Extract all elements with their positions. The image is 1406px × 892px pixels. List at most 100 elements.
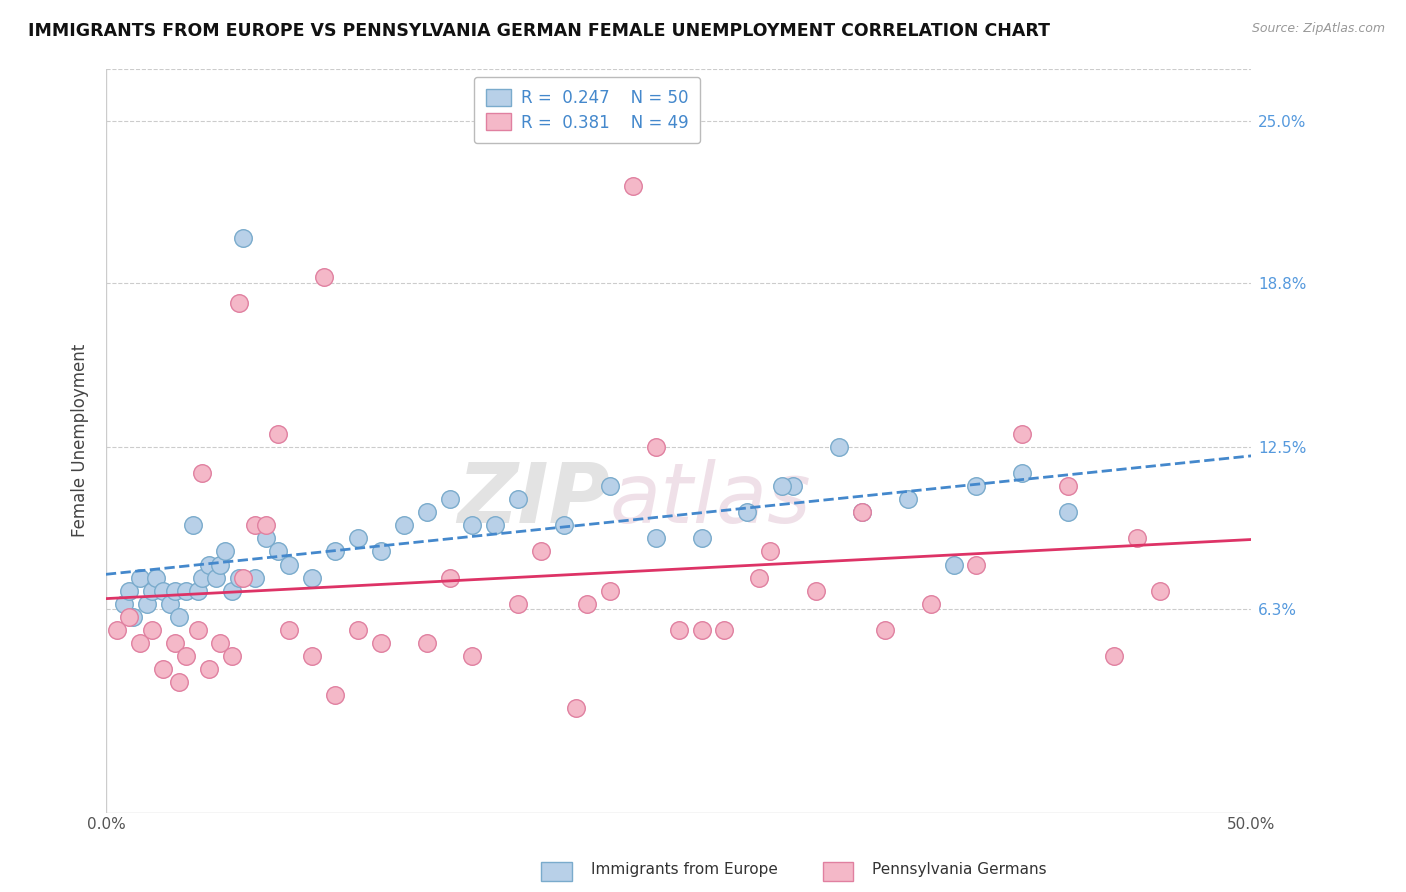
Point [145,571,167,585]
Point [508,597,530,611]
Point [198,558,221,572]
Point [221,583,243,598]
Point [118,609,141,624]
Point [1126,532,1149,546]
Point [122,609,145,624]
Point [644,440,666,454]
Point [690,532,713,546]
Point [174,583,197,598]
Point [737,505,759,519]
Point [232,571,254,585]
Point [461,648,484,663]
Point [181,518,204,533]
Y-axis label: Female Unemployment: Female Unemployment [72,344,89,537]
Point [136,597,159,611]
Point [415,505,437,519]
Point [129,636,152,650]
Point [221,648,243,663]
Point [278,558,301,572]
Point [159,597,181,611]
Point [112,597,135,611]
Point [392,518,415,533]
Text: ZIP: ZIP [457,458,610,540]
Point [228,296,250,310]
Point [186,623,208,637]
Point [163,636,186,650]
Point [942,558,965,572]
Point [254,518,277,533]
Point [370,636,392,650]
Point [828,440,851,454]
Text: IMMIGRANTS FROM EUROPE VS PENNSYLVANIA GERMAN FEMALE UNEMPLOYMENT CORRELATION CH: IMMIGRANTS FROM EUROPE VS PENNSYLVANIA G… [28,22,1050,40]
Point [1057,505,1080,519]
Point [323,688,346,702]
Point [278,623,301,637]
Point [1011,427,1033,442]
Point [301,571,323,585]
Point [191,571,214,585]
Point [141,623,163,637]
Point [599,583,621,598]
Point [228,571,250,585]
Point [167,609,190,624]
Point [759,544,782,558]
Point [965,479,987,493]
Point [804,583,827,598]
Point [347,623,370,637]
Point [198,662,221,676]
Point [644,532,666,546]
Point [118,583,141,598]
Point [530,544,553,558]
Point [243,518,266,533]
Point [851,505,873,519]
Point [323,544,346,558]
Point [174,648,197,663]
Point [347,532,370,546]
Point [575,597,598,611]
Point [254,532,277,546]
Point [243,571,266,585]
Point [232,231,254,245]
Point [191,466,214,480]
Point [1149,583,1171,598]
Legend: R =  0.247    N = 50, R =  0.381    N = 49: R = 0.247 N = 50, R = 0.381 N = 49 [474,77,700,144]
Point [965,558,987,572]
Point [748,571,770,585]
Point [301,648,323,663]
Point [267,427,290,442]
Point [415,636,437,650]
Point [105,623,128,637]
Point [782,479,804,493]
Point [439,571,461,585]
Point [152,662,174,676]
Point [152,583,174,598]
Text: Pennsylvania Germans: Pennsylvania Germans [872,863,1046,877]
Point [553,518,575,533]
Point [770,479,793,493]
Point [461,518,484,533]
Point [209,636,232,650]
Point [690,623,713,637]
Point [564,701,586,715]
Point [186,583,208,598]
Point [1011,466,1033,480]
Point [1102,648,1125,663]
Point [873,623,896,637]
Point [439,492,461,507]
Point [214,544,236,558]
Point [167,675,190,690]
Point [1057,479,1080,493]
Point [668,623,690,637]
Point [205,571,228,585]
Point [163,583,186,598]
Point [920,597,942,611]
Point [141,583,163,598]
Text: atlas: atlas [610,458,811,540]
Text: Immigrants from Europe: Immigrants from Europe [591,863,778,877]
Point [713,623,735,637]
Point [621,179,644,194]
Point [370,544,392,558]
Point [897,492,920,507]
Point [851,505,873,519]
Point [312,270,335,285]
